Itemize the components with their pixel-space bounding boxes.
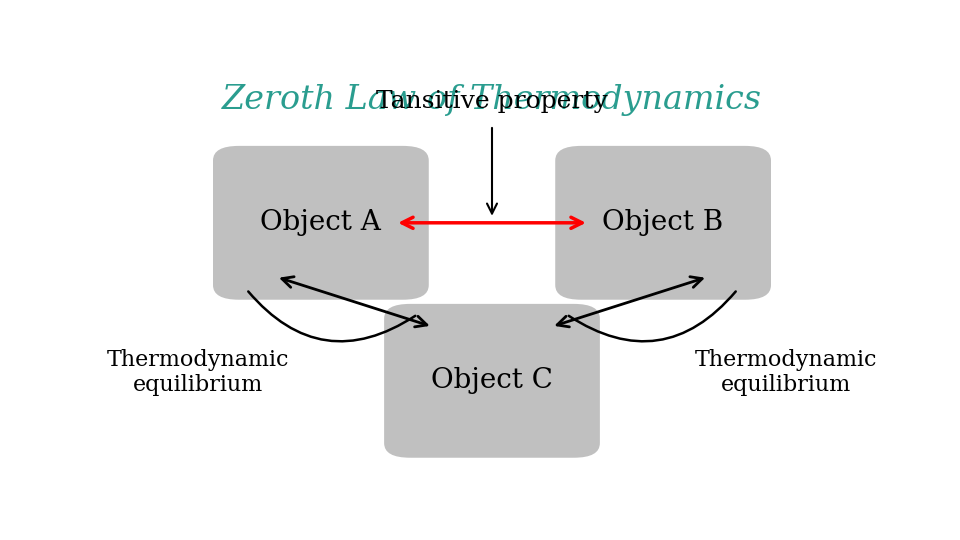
Text: Object C: Object C [431,367,553,394]
FancyBboxPatch shape [384,304,600,458]
Text: Thermodynamic
equilibrium: Thermodynamic equilibrium [107,349,289,396]
Text: Zeroth Law of Thermodynamics: Zeroth Law of Thermodynamics [222,84,762,116]
Text: Tansitive property: Tansitive property [376,90,608,113]
FancyBboxPatch shape [555,146,771,300]
FancyBboxPatch shape [213,146,429,300]
Text: Object B: Object B [603,210,724,237]
Text: Thermodynamic
equilibrium: Thermodynamic equilibrium [695,349,877,396]
Text: Object A: Object A [260,210,381,237]
